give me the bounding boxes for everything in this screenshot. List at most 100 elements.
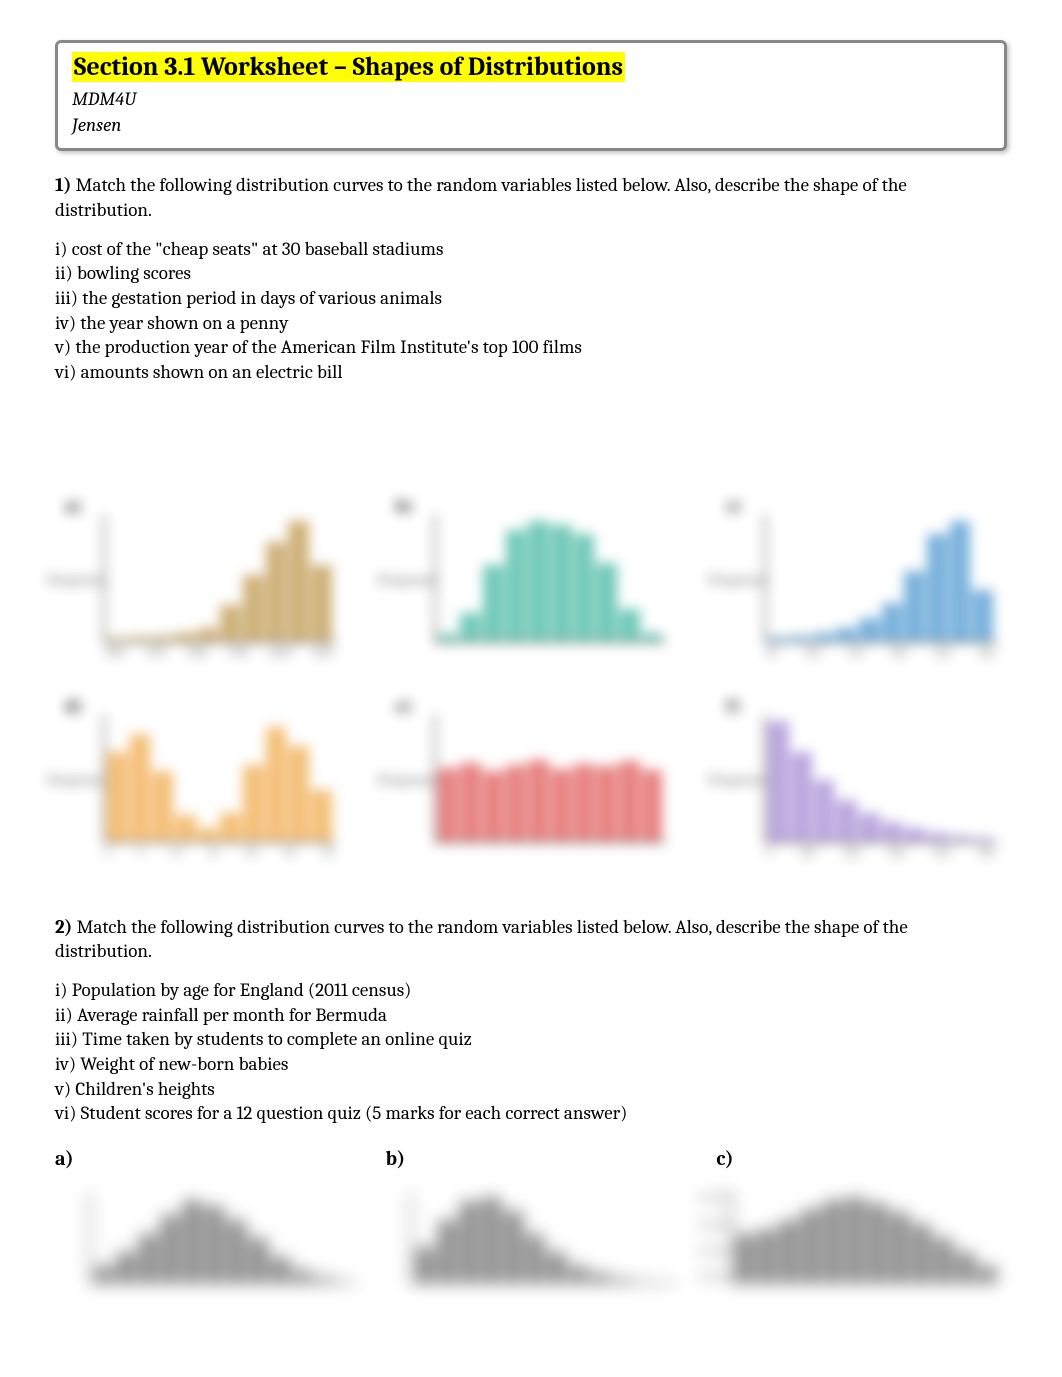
x-axis [103,641,336,643]
list-item: iv) Weight of new-­born babies [55,1052,1007,1077]
y-axis [103,715,105,843]
y-axis [764,515,766,643]
bar [635,1281,654,1285]
q2-number: 2) [55,916,72,938]
q1-prompt: Match the following distribution curves … [55,174,907,221]
bar [337,1281,356,1285]
bar [956,1252,975,1284]
bar [859,813,880,841]
bar [243,575,264,641]
bar [528,760,549,841]
tick-label: 5 [138,846,143,860]
bar [619,761,640,840]
bar [758,1229,777,1284]
bars-container [107,515,332,641]
bar [438,1220,457,1284]
y-axis [410,1192,412,1284]
bar [882,822,903,841]
bar [978,1266,997,1284]
x-ticks: 196019701980199020002010 [105,646,334,660]
tick-label: 30 [323,846,334,860]
bars-container [438,715,663,841]
tick-label: 100 [800,846,815,860]
bar [824,1200,843,1285]
bar [227,1220,246,1284]
tick-label: 25 [285,846,295,860]
y-tick-labels [378,1192,408,1284]
bar [130,734,151,841]
bar [802,1209,821,1284]
tick-label: 500 [978,846,995,860]
letter-c: c) [716,1146,1007,1172]
bar [243,765,264,841]
y-axis-label: Frequency [378,571,438,589]
bar [460,763,481,841]
tick-label: 100 [805,646,820,660]
bar [613,1278,632,1284]
bar [791,752,812,840]
bar [139,1234,158,1285]
bar [950,836,971,841]
bar [890,1212,909,1284]
bar [768,721,789,841]
tick-label: 15 [209,846,218,860]
letter-b: b) [386,1146,677,1172]
bar [205,1206,224,1284]
list-item: i) cost of the "cheap seats" at 30 baseb… [55,237,1007,262]
tick-label: 300 [889,846,905,860]
bar [506,530,527,641]
q2-chart-row: 3500000300000025000002000000 [55,1182,1007,1292]
bar [152,636,173,641]
bar [596,563,617,641]
bar [882,603,903,641]
bar [220,813,241,841]
list-item: v) Children's heights [55,1077,1007,1102]
x-ticks: 051015202530 [105,846,334,860]
bar [293,1270,312,1284]
y-axis [103,515,105,643]
bar [460,1201,479,1284]
histogram-chart: e)Frequency [386,695,677,865]
x-axis [764,841,997,843]
chart-label: e) [396,695,413,718]
list-item: iii) Time taken by students to complete … [55,1027,1007,1052]
x-axis [764,641,997,643]
bar [642,633,663,641]
bar [934,1238,953,1284]
bar [416,1247,435,1284]
question-1: 1) Match the following distribution curv… [55,173,1007,385]
y-axis-label: Frequency [47,771,107,789]
tick-label: 2500000 [698,1245,728,1258]
histogram-chart: f)Frequency0100200300400500 [716,695,1007,865]
bar [175,633,196,641]
bar [574,764,595,841]
bar [183,1200,202,1285]
histogram-chart: a)Frequency196019701980199020002010 [55,495,346,665]
bar [198,628,219,641]
bar [736,1234,755,1285]
tick-label: 60 [766,646,777,660]
x-ticks: 0100200300400500 [766,846,995,860]
bar [551,769,572,841]
q1-number: 1) [55,174,71,196]
tick-label: 1990 [229,646,249,660]
histogram-chart: 3500000300000025000002000000 [696,1182,1007,1292]
chart-label: b) [396,495,414,518]
tick-label: 140 [849,646,864,660]
bar [814,780,835,840]
tick-label: 20 [246,846,257,860]
bar [220,605,241,640]
tick-label: 3500000 [698,1192,728,1205]
bar [780,1220,799,1284]
bar [175,815,196,840]
tick-label: 1980 [187,646,207,660]
chart-label: a) [65,495,82,518]
y-axis-label: Frequency [708,571,768,589]
tick-label: 200 [844,846,861,860]
chart-label: d) [65,695,83,718]
list-item: vi) amounts shown on an electric bill [55,360,1007,385]
bar [271,1257,290,1285]
bar [504,1211,523,1285]
bars-container [768,715,993,841]
q2-items: i) Population by age for England (2011 c… [55,978,1007,1126]
